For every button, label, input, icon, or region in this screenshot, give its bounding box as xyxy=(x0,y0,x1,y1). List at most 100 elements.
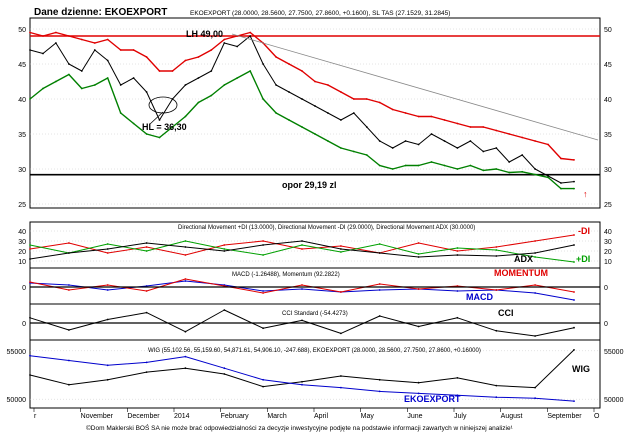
data-point xyxy=(469,126,472,128)
data-point xyxy=(573,299,575,301)
data-point xyxy=(327,84,329,86)
data-point xyxy=(68,289,70,291)
x-axis-months: r November December 2014 February March April M… xyxy=(33,408,600,420)
data-point xyxy=(262,378,264,381)
data-point xyxy=(249,35,252,37)
data-point xyxy=(145,56,148,58)
y-tick-label-right: 40 xyxy=(604,97,612,104)
data-point xyxy=(93,42,96,44)
data-point xyxy=(184,367,187,370)
data-point xyxy=(417,288,420,290)
x-tick-label: June xyxy=(407,413,422,420)
data-point xyxy=(534,173,536,176)
data-point xyxy=(119,112,122,114)
data-point xyxy=(184,254,187,256)
data-point xyxy=(68,359,70,362)
hl-label: HL = 36,30 xyxy=(142,122,187,132)
y-tick-label-right: 35 xyxy=(604,132,612,139)
data-point xyxy=(223,38,226,41)
data-point xyxy=(495,147,498,149)
data-point xyxy=(106,248,109,250)
macd-header: MACD (-1.26488), Momentum (92.2822) xyxy=(232,272,340,278)
support-ellipse xyxy=(148,96,178,114)
data-point xyxy=(534,168,536,170)
data-point xyxy=(340,375,342,377)
dmi-label-adx: ADX xyxy=(514,254,533,264)
x-tick-label: May xyxy=(361,413,375,420)
data-point xyxy=(210,70,213,72)
data-point xyxy=(275,112,277,114)
y-tick-label: 50000 xyxy=(7,397,27,404)
data-point xyxy=(55,42,57,44)
data-point xyxy=(430,115,433,118)
footer-disclaimer: ©Dom Maklerski BOŚ SA nie może brać odpo… xyxy=(86,423,514,432)
data-point xyxy=(301,288,303,290)
data-point xyxy=(119,49,122,51)
data-point xyxy=(145,242,148,244)
data-point xyxy=(158,136,161,139)
data-point xyxy=(158,119,161,121)
data-point xyxy=(42,52,44,55)
data-point xyxy=(456,147,459,149)
panel-frames xyxy=(29,17,601,409)
data-point xyxy=(456,394,459,397)
data-point xyxy=(68,284,70,286)
x-tick-label: 2014 xyxy=(174,413,190,420)
data-point xyxy=(456,247,459,249)
data-point xyxy=(223,250,226,252)
data-point xyxy=(301,284,303,286)
data-point xyxy=(340,147,342,149)
data-point xyxy=(521,170,524,173)
data-point xyxy=(534,284,536,286)
data-point xyxy=(443,119,446,121)
data-point xyxy=(68,242,70,244)
data-point xyxy=(106,77,109,79)
data-point xyxy=(340,251,342,253)
up-arrow-icon: ↑ xyxy=(583,189,588,199)
x-tick-label: February xyxy=(221,413,250,420)
data-point xyxy=(301,70,303,72)
data-point xyxy=(158,70,161,72)
downtrend-line xyxy=(231,33,599,141)
data-point xyxy=(68,252,70,254)
data-point xyxy=(145,250,148,252)
data-point xyxy=(443,164,446,167)
data-point xyxy=(80,87,83,90)
data-point xyxy=(29,49,31,51)
data-point xyxy=(573,180,575,183)
data-point xyxy=(119,84,122,86)
data-point xyxy=(145,371,148,373)
data-point xyxy=(391,168,394,170)
x-tick-label: March xyxy=(267,413,287,420)
data-point xyxy=(573,159,575,161)
y-tick-label: 25 xyxy=(18,202,26,209)
lh-label: LH 49,00 xyxy=(186,29,223,39)
data-point xyxy=(197,56,200,58)
data-point xyxy=(106,284,109,286)
data-point xyxy=(378,252,381,254)
tick-labels: 25 25 30 30 35 35 40 40 45 45 50 50 10 10 20 20 30 30 40 40… xyxy=(7,27,624,404)
data-point xyxy=(495,289,498,291)
data-point xyxy=(29,258,31,260)
data-point xyxy=(288,119,290,121)
data-point xyxy=(223,244,226,246)
data-point xyxy=(365,126,368,128)
data-point xyxy=(456,254,459,256)
y-tick-label: 0 xyxy=(22,321,26,328)
data-point xyxy=(145,133,148,135)
data-point xyxy=(404,112,407,114)
x-tick-label: r xyxy=(34,413,37,420)
data-point xyxy=(262,292,264,294)
y-tick-label-right: 50000 xyxy=(604,397,624,404)
data-point xyxy=(340,245,342,247)
data-point xyxy=(495,246,498,248)
data-point xyxy=(573,244,575,246)
data-point xyxy=(223,84,226,86)
x-tick-label: April xyxy=(314,413,328,420)
data-point xyxy=(171,70,174,72)
data-point xyxy=(80,38,83,41)
data-point xyxy=(417,242,420,244)
data-point xyxy=(404,164,407,167)
data-point xyxy=(29,31,31,34)
data-point xyxy=(534,335,536,337)
